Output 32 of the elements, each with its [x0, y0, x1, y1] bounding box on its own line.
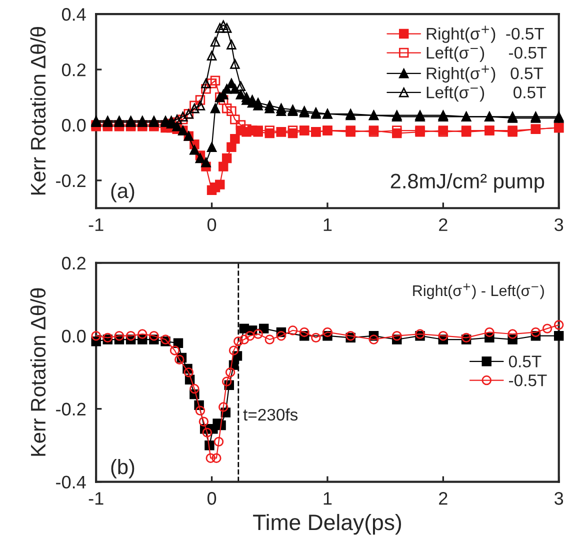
legend-label: Left(σ$^{−}$) -0.5T	[426, 46, 547, 62]
ref-line-label: t=230fs	[243, 408, 298, 421]
annotation: (a)	[111, 182, 134, 202]
y-tick-label: -0.4	[56, 476, 86, 489]
annotation: (b)	[111, 458, 134, 478]
annotation: Right(σ$^{+}$) - Left(σ$^{−}$)	[413, 283, 544, 300]
x-tick-label: 1	[324, 218, 332, 231]
x-tick-label: 0	[207, 218, 216, 232]
y-axis-title: Kerr Rotation Δθ/θ	[30, 27, 46, 195]
x-tick-label: 1	[324, 492, 332, 505]
y-tick-label: 0.0	[62, 118, 86, 132]
y-tick-label: 0.2	[62, 63, 86, 76]
x-tick-label: 2	[439, 492, 448, 505]
legend-label: Left(σ$^{−}$) 0.5T	[426, 86, 546, 102]
x-tick-label: -1	[88, 218, 104, 231]
legend-label: Right(σ$^{+}$) 0.5T	[426, 65, 544, 83]
x-axis-title: Time Delay(ps)	[253, 514, 401, 535]
y-axis-title: Kerr Rotation Δθ/θ	[30, 288, 46, 456]
legend-label: Right(σ$^{+}$) -0.5T	[426, 26, 544, 43]
y-tick-label: -0.2	[56, 174, 86, 188]
x-tick-label: 0	[207, 492, 216, 505]
y-tick-label: 0.4	[62, 8, 86, 21]
annotation: 2.8mJ/cm² pump	[390, 173, 544, 193]
x-tick-label: -1	[88, 492, 104, 505]
legend-label: -0.5T	[509, 374, 547, 386]
legend-label: 0.5T	[508, 356, 542, 368]
y-tick-label: 0.0	[62, 330, 86, 343]
y-tick-label: 0.2	[62, 256, 86, 270]
x-tick-label: 3	[554, 492, 564, 505]
y-tick-label: -0.2	[56, 402, 86, 416]
x-tick-label: 3	[554, 218, 564, 232]
x-tick-label: 2	[439, 218, 448, 231]
